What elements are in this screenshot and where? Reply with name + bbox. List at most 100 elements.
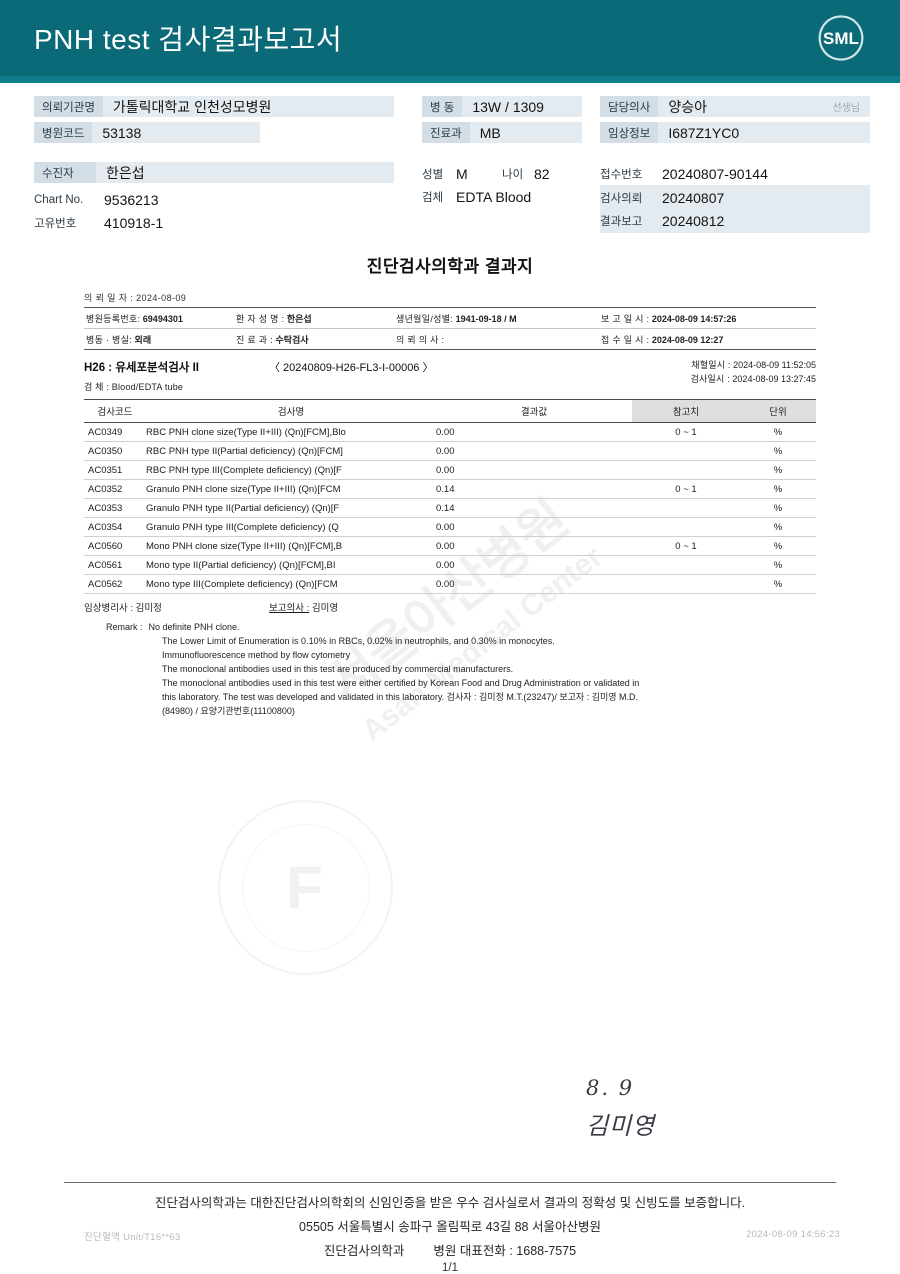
cell-unit: %	[740, 422, 816, 442]
referring-doctor-label: 의 뢰 의 사 :	[396, 334, 445, 345]
cell-name: Mono type III(Complete deficiency) (Qn)[…	[146, 574, 436, 594]
request-date-value: 2024-08-09	[136, 293, 187, 303]
remark-first-line: No definite PNH clone.	[148, 622, 240, 632]
cell-patient-name: 환 자 성 명 : 한은섭	[234, 308, 394, 329]
collect-datetime: 채혈일시 : 2024-08-09 11:52:05	[691, 359, 816, 373]
field-report-date: 결과보고 20240812	[600, 209, 870, 232]
clinical-label: 임상정보	[600, 122, 659, 143]
report-datetime-value: 2024-08-09 14:57:26	[651, 313, 737, 324]
cell-reference	[632, 460, 740, 480]
table-row: AC0349 RBC PNH clone size(Type II+III) (…	[84, 422, 816, 442]
patient-info-panel: 의뢰기관명 가톨릭대학교 인천성모병원 병원코드 53138 수진자 한은섭 C…	[0, 83, 900, 243]
header-row-2: 병동 · 병실: 외래 진 료 과 : 수탁검사 의 뢰 의 사 : 접 수 일…	[84, 328, 816, 350]
cell-code: AC0562	[84, 574, 146, 594]
test-timestamps: 채혈일시 : 2024-08-09 11:52:05 검사일시 : 2024-0…	[691, 359, 816, 387]
remark-line: this laboratory. The test was developed …	[162, 691, 639, 702]
field-specimen: 검체 EDTA Blood	[422, 185, 602, 208]
cell-reference	[632, 555, 740, 575]
chart-no-value: 9536213	[104, 191, 159, 208]
remark-label: Remark :	[106, 622, 143, 632]
cell-value: 0.00	[436, 574, 632, 594]
col-header-unit: 단위	[740, 399, 816, 423]
cell-code: AC0353	[84, 498, 146, 518]
cell-name: RBC PNH clone size(Type II+III) (Qn)[FCM…	[146, 422, 436, 442]
col-header-code: 검사코드	[84, 399, 146, 423]
patient-label: 수진자	[34, 162, 96, 183]
specimen-value-inner: Blood/EDTA tube	[111, 382, 184, 392]
test-name: H26 : 유세포분석검사 II	[84, 362, 199, 374]
handwritten-date: 8. 9	[586, 1076, 635, 1100]
report-datetime-label: 보 고 일 시 :	[601, 313, 650, 324]
field-accept-no: 접수번호 20240807-90144	[600, 162, 870, 185]
cell-name: RBC PNH type III(Complete deficiency) (Q…	[146, 460, 436, 480]
patient-header-table: 병원등록번호: 69494301 환 자 성 명 : 한은섭 생년월일/성별: …	[84, 307, 816, 350]
cell-unit: %	[740, 479, 816, 499]
table-row: AC0350 RBC PNH type II(Partial deficienc…	[84, 441, 816, 461]
doctor-value: 양승아	[668, 98, 707, 115]
ward-label: 병 동	[422, 96, 463, 117]
field-unique-no: 고유번호 410918-1	[34, 211, 394, 234]
exam-label: 검사일시 :	[690, 373, 730, 384]
specimen-label: 검체	[422, 191, 444, 204]
header-row-1: 병원등록번호: 69494301 환 자 성 명 : 한은섭 생년월일/성별: …	[84, 308, 816, 329]
cell-value: 0.00	[436, 422, 632, 442]
remark-line: Immunofluorescence method by flow cytome…	[162, 649, 351, 660]
reporter-block: 보고의사 : 김미영	[269, 600, 338, 614]
cell-code: AC0349	[84, 422, 146, 442]
accession-number: 〈 20240809-H26-FL3-I-00006 〉	[269, 362, 434, 374]
accept-no-value: 20240807-90144	[662, 165, 768, 182]
page-footer: 진단검사의학과는 대한진단검사의학회의 신임인증을 받은 우수 검사실로서 결과…	[64, 1182, 836, 1274]
report-label: 결과보고	[600, 215, 643, 228]
cell-reference: 0 ~ 1	[632, 536, 740, 556]
field-request-date: 검사의뢰 20240807	[600, 186, 870, 209]
accept-no-label: 접수번호	[600, 168, 643, 181]
banner-accent-strip	[0, 76, 900, 83]
cell-reference: 0 ~ 1	[632, 422, 740, 442]
unique-no-label: 고유번호	[34, 217, 77, 230]
cell-code: AC0350	[84, 441, 146, 461]
cell-code: AC0352	[84, 479, 146, 499]
cell-code: AC0354	[84, 517, 146, 537]
sml-logo: SML	[812, 9, 870, 67]
cell-name: RBC PNH type II(Partial deficiency) (Qn)…	[146, 441, 436, 461]
cell-reference	[632, 441, 740, 461]
handwritten-signature: 8. 9 김미영	[586, 1076, 736, 1166]
field-chart-no: Chart No. 9536213	[34, 188, 394, 211]
cell-unit: %	[740, 574, 816, 594]
dept-label: 진료과	[422, 122, 470, 143]
remark-block: Remark : No definite PNH clone. The Lowe…	[84, 621, 816, 719]
hospital-code-value: 53138	[102, 124, 142, 141]
col-header-value: 결과값	[436, 399, 632, 423]
seal-inner-mark: F	[241, 823, 370, 952]
ward-room-value: 외래	[134, 334, 152, 345]
doctor-label: 담당의사	[600, 96, 659, 117]
request-label: 검사의뢰	[600, 192, 643, 205]
cell-reference: 0 ~ 1	[632, 479, 740, 499]
cell-value: 0.00	[436, 517, 632, 537]
hospital-reg-no-value: 69494301	[142, 313, 183, 324]
birth-sex-label: 생년월일/성별:	[396, 313, 454, 324]
institution-value: 가톨릭대학교 인천성모병원	[112, 98, 272, 115]
table-row: AC0562 Mono type III(Complete deficiency…	[84, 574, 816, 594]
cell-hospital-reg-no: 병원등록번호: 69494301	[84, 308, 234, 329]
table-row: AC0352 Granulo PNH clone size(Type II+II…	[84, 479, 816, 499]
patient-value: 한은섭	[106, 164, 145, 181]
footer-print-timestamp: 2024-08-09 14:56:23	[746, 1229, 840, 1240]
cell-name: Granulo PNH type II(Partial deficiency) …	[146, 498, 436, 518]
patient-name-label: 환 자 성 명 :	[236, 313, 285, 324]
results-header-row: 검사코드 검사명 결과값 참고치 단위	[84, 399, 816, 423]
remark-line: The monoclonal antibodies used in this t…	[162, 663, 514, 674]
table-row: AC0561 Mono type II(Partial deficiency) …	[84, 555, 816, 575]
cell-report-datetime: 보 고 일 시 : 2024-08-09 14:57:26	[599, 308, 816, 329]
results-table-body: AC0349 RBC PNH clone size(Type II+III) (…	[84, 422, 816, 594]
field-institution: 의뢰기관명 가톨릭대학교 인천성모병원	[34, 96, 394, 117]
cell-unit: %	[740, 517, 816, 537]
specimen-line: 검 체 : Blood/EDTA tube	[84, 380, 816, 393]
cell-code: AC0351	[84, 460, 146, 480]
table-row: AC0351 RBC PNH type III(Complete deficie…	[84, 460, 816, 480]
page-number: 1/1	[442, 1262, 458, 1274]
remark-line: (84980) / 요양기관번호(11100800)	[162, 705, 295, 716]
dept-value: MB	[479, 124, 501, 141]
birth-sex-value: 1941-09-18 / M	[455, 313, 517, 324]
page-title: PNH test 검사결과보고서	[34, 24, 343, 55]
